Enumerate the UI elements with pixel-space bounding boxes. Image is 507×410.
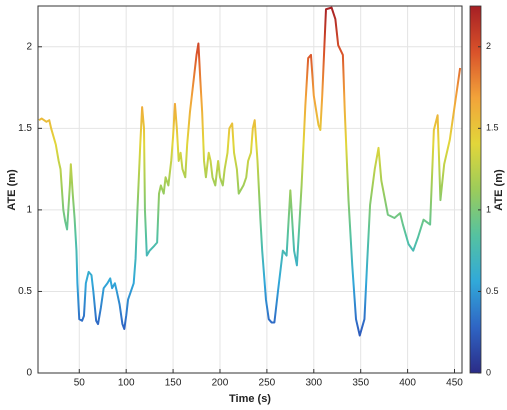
y-tick-label: 0: [26, 368, 32, 379]
plot-frame: [37, 5, 463, 374]
x-tick-label: 300: [305, 378, 322, 389]
y-tick-label: 1.5: [18, 123, 32, 134]
x-tick-label: 250: [259, 378, 276, 389]
y-tick-label: 1: [26, 205, 32, 216]
y-axis-label: ATE (m): [6, 169, 18, 211]
y-tick-label: 2: [26, 41, 32, 52]
colorbar-label: ATE (m): [493, 169, 505, 211]
colorbar-tick-label: 0.5: [486, 286, 499, 296]
x-tick-label: 350: [352, 378, 369, 389]
x-axis-label: Time (s): [229, 393, 271, 405]
plot-area: [38, 6, 462, 373]
colorbar-tick-label: 2: [486, 41, 491, 51]
y-tick-label: 0.5: [18, 286, 32, 297]
colorbar: [469, 5, 482, 374]
x-tick-label: 200: [212, 378, 229, 389]
x-tick-label: 50: [74, 378, 86, 389]
colorbar-tick-label: 0: [486, 367, 491, 377]
x-tick-label: 150: [165, 378, 182, 389]
x-tick-label: 450: [446, 378, 463, 389]
ate-line: [38, 6, 462, 337]
x-tick-label: 400: [399, 378, 416, 389]
colorbar-tick-label: 1: [486, 204, 491, 214]
colorbar-tick-label: 1.5: [486, 123, 499, 133]
x-tick-label: 100: [118, 378, 135, 389]
